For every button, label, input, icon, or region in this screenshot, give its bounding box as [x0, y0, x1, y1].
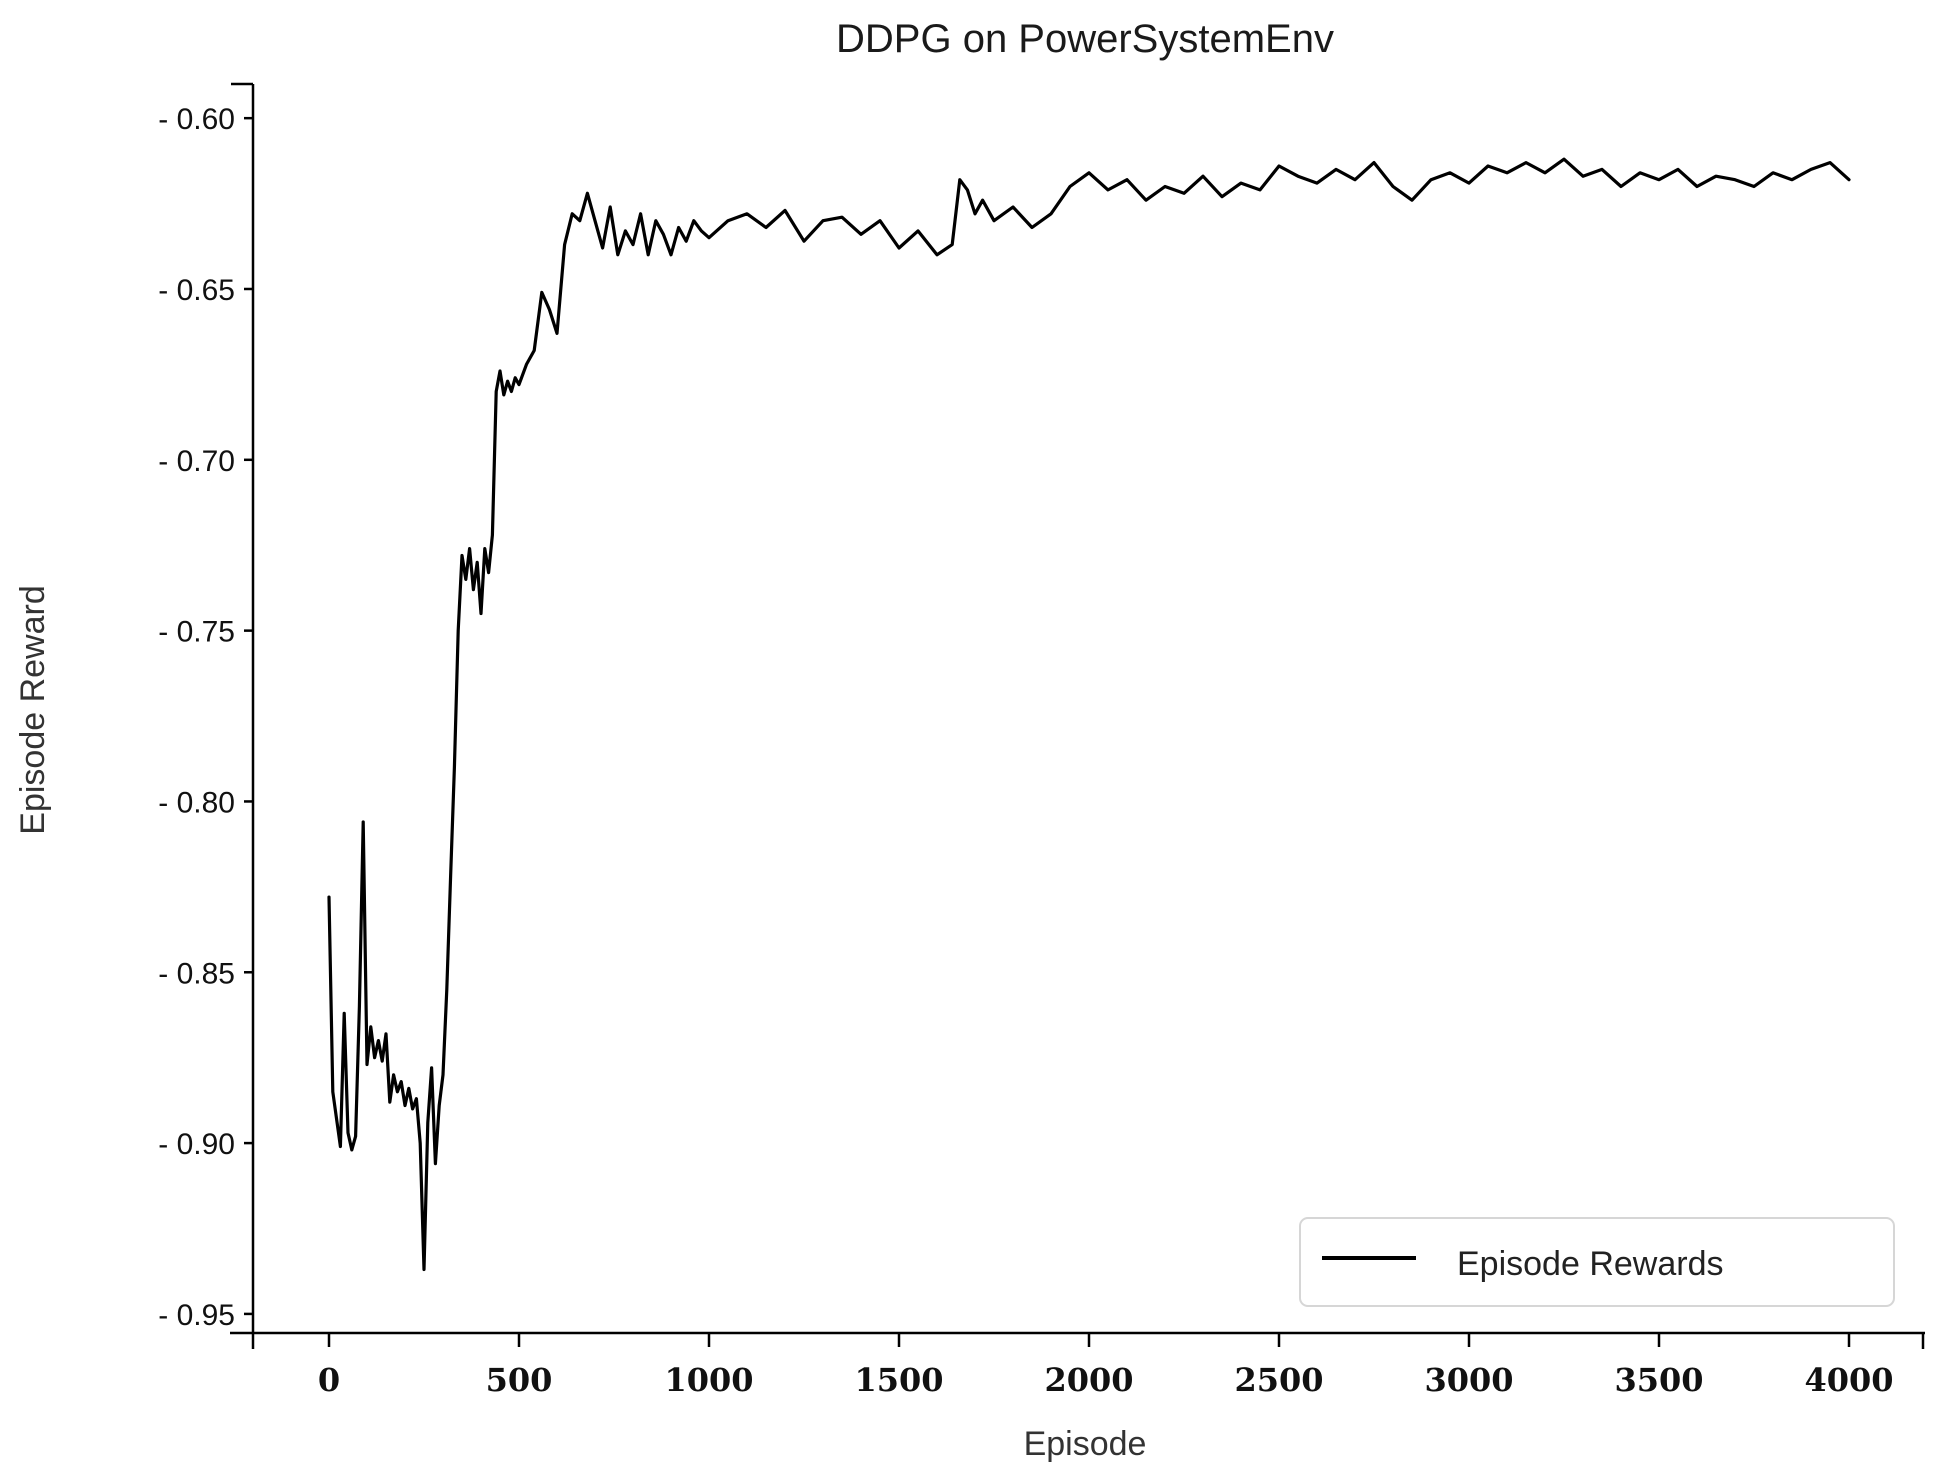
x-tick-label: 3000: [1424, 1361, 1513, 1399]
series-layer: [327, 157, 1851, 1272]
y-tick-label: - 0.60: [158, 103, 235, 136]
legend-label: Episode Rewards: [1457, 1245, 1723, 1283]
y-tick-label: - 0.80: [158, 786, 235, 819]
chart-title: DDPG on PowerSystemEnv: [836, 17, 1334, 61]
y-tick-label: - 0.85: [158, 957, 235, 990]
y-tick-label: - 0.65: [158, 274, 235, 307]
x-tick-label: 0: [318, 1361, 340, 1399]
y-tick-label: - 0.90: [158, 1128, 235, 1161]
legend-box: [1299, 1217, 1895, 1307]
x-axis-label: Episode: [1024, 1425, 1147, 1463]
x-tick-label: 1500: [854, 1361, 943, 1399]
y-axis-label: Episode Reward: [14, 585, 52, 834]
x-tick-label: 500: [486, 1361, 553, 1399]
x-tick-label: 2500: [1234, 1361, 1323, 1399]
legend: Episode Rewards: [1299, 1217, 1895, 1307]
x-tick-label: 1000: [664, 1361, 753, 1399]
y-axis: - 0.60 - 0.65 - 0.70 - 0.75 - 0.80 - 0.85 - 0.…: [158, 82, 255, 1333]
y-tick-label: - 0.75: [158, 616, 235, 649]
x-tick-label: 4000: [1804, 1361, 1893, 1399]
series-line-episode-rewards: [327, 157, 1851, 1272]
x-tick-label: 3500: [1614, 1361, 1703, 1399]
x-axis: 0 500 1000 1500 2000 2500 3000 3500 4000: [230, 1331, 1925, 1399]
y-tick-label: - 0.70: [158, 445, 235, 478]
x-tick-label: 2000: [1044, 1361, 1133, 1399]
y-tick-label: - 0.95: [158, 1299, 235, 1332]
